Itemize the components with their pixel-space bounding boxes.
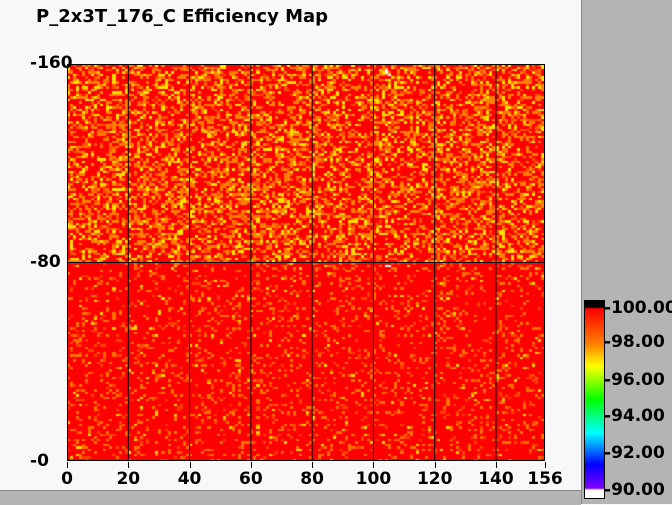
x-tick-mark [373,462,375,468]
x-tick-label: 0 [61,469,73,489]
colorbar-tick: -100.00 [604,298,672,318]
colorbar [584,300,605,499]
x-tick-mark [189,462,191,468]
colorbar-tick: -96.00 [604,370,665,390]
x-tick-label: 140 [478,469,514,489]
x-tick-label: 120 [416,469,453,489]
bottom-panel [0,490,581,505]
x-tick-mark [67,462,68,468]
x-tick-label: 100 [355,469,392,489]
x-tick-mark [312,462,314,468]
y-tick-80: -80 [30,252,61,272]
x-tick-mark [128,462,130,468]
colorbar-tick: -92.00 [604,443,665,463]
x-tick-mark [434,462,436,468]
colorbar-tick: -94.00 [604,406,665,426]
grid-overlay [67,64,545,461]
x-tick-label: 60 [239,469,263,489]
y-tick-160: -160 [30,53,73,73]
plot-frame [67,64,545,461]
x-tick-mark [495,462,497,468]
x-tick-mark [545,462,546,468]
y-tick-0: -0 [30,451,49,471]
x-tick-label: 40 [177,469,202,489]
x-tick-label: 80 [300,469,324,489]
colorbar-tick: -98.00 [604,332,665,352]
colorbar-tick: -90.00 [604,480,665,500]
plot-area [67,64,545,461]
chart-title: P_2x3T_176_C Efficiency Map [36,6,329,27]
x-tick-label: 156 [527,469,563,489]
x-tick-label: 20 [116,469,141,489]
x-tick-mark [250,462,252,468]
